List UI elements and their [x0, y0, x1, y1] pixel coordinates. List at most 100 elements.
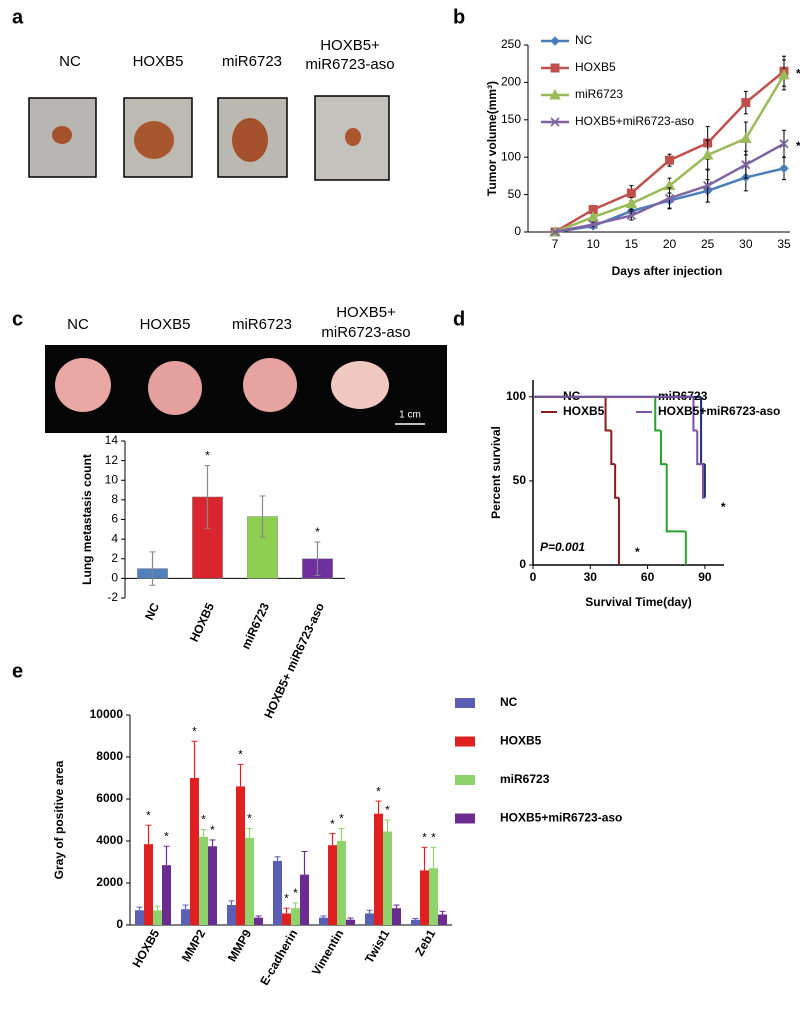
- significance-mark: *: [210, 823, 215, 837]
- image-label: HOXB5+: [336, 304, 396, 321]
- significance-mark: *: [330, 817, 335, 831]
- legend-swatch: [455, 698, 475, 708]
- legend-label: NC: [500, 695, 518, 709]
- bar: [190, 778, 199, 925]
- lung: [148, 361, 202, 415]
- survival-step: [610, 430, 616, 466]
- bar: [365, 913, 374, 925]
- marker: [664, 193, 675, 203]
- x-tick-label: HOXB5: [130, 927, 163, 970]
- significance-mark: *: [385, 803, 390, 817]
- marker: [625, 197, 638, 209]
- tumor: [134, 121, 174, 159]
- x-tick-label: 30: [584, 570, 598, 584]
- bar: [208, 846, 217, 925]
- bar: [420, 870, 429, 925]
- marker: [550, 227, 560, 237]
- bar: [236, 786, 245, 925]
- bar: [429, 868, 438, 925]
- x-tick-label: 35: [777, 237, 791, 251]
- marker: [626, 210, 636, 221]
- survival-step: [696, 430, 703, 466]
- significance-mark: *: [192, 724, 197, 738]
- bar: [337, 841, 346, 925]
- x-tick-label: E-cadherin: [257, 927, 300, 988]
- legend-label: HOXB5+miR6723-aso: [500, 811, 622, 825]
- y-tick-label: 100: [501, 149, 521, 163]
- x-tick-label: miR6723: [239, 600, 273, 651]
- marker: [701, 148, 714, 160]
- significance-mark: *: [247, 812, 252, 826]
- lung: [55, 358, 111, 412]
- image-label: miR6723: [222, 53, 282, 70]
- marker: [779, 139, 789, 149]
- survival-step: [604, 396, 612, 432]
- marker: [703, 180, 713, 191]
- x-tick-label: MMP2: [179, 927, 209, 964]
- significance-mark: *: [284, 891, 289, 905]
- y-tick-label: 10000: [90, 707, 124, 721]
- legend-label: HOXB5: [500, 734, 542, 748]
- x-tick-label: Vimentin: [309, 927, 346, 978]
- bar: [135, 910, 144, 925]
- bar: [162, 865, 171, 925]
- image-label: NC: [59, 53, 81, 70]
- bar: [300, 874, 309, 925]
- panel-letter: b: [453, 6, 465, 28]
- x-tick-label: 90: [698, 570, 712, 584]
- x-tick-label: HOXB5: [187, 600, 217, 644]
- panel-letter: d: [453, 308, 465, 330]
- bar: [273, 860, 282, 925]
- y-tick-label: 0: [514, 224, 521, 238]
- bar: [392, 908, 401, 925]
- panel-letter: e: [12, 660, 23, 682]
- marker: [741, 160, 751, 170]
- bar: [199, 836, 208, 925]
- marker: [588, 219, 598, 230]
- x-tick-label: 20: [663, 237, 677, 251]
- bar: [282, 913, 291, 925]
- x-tick-label: HOXB5+ miR6723-aso: [261, 601, 327, 721]
- x-tick-label: Twist1: [362, 927, 393, 966]
- bar: [328, 845, 337, 925]
- marker: [550, 117, 560, 127]
- significance-mark: *: [238, 748, 243, 762]
- bar: [245, 837, 254, 925]
- marker: [778, 68, 790, 80]
- survival-step: [701, 464, 705, 499]
- y-tick-label: 6000: [96, 791, 123, 805]
- image-label: miR6723-aso: [321, 324, 410, 341]
- y-tick-label: 0: [111, 571, 118, 585]
- marker: [779, 163, 789, 174]
- tumor: [345, 128, 361, 146]
- y-tick-label: 2000: [96, 875, 123, 889]
- y-tick-label: 100: [506, 389, 526, 403]
- legend-label: NC: [575, 33, 593, 47]
- legend-label: HOXB5+miR6723-aso: [575, 114, 694, 128]
- y-tick-label: 14: [105, 433, 119, 447]
- x-tick-label: 60: [641, 570, 655, 584]
- significance-mark: *: [635, 545, 640, 559]
- y-tick-label: 0: [519, 557, 526, 571]
- significance-mark: *: [339, 812, 344, 826]
- bar: [153, 910, 162, 925]
- y-tick-label: 6: [111, 512, 118, 526]
- legend-swatch: [455, 736, 475, 747]
- significance-mark: *: [376, 784, 381, 798]
- x-tick-label: 10: [586, 237, 600, 251]
- x-axis-title: Days after injection: [612, 264, 723, 278]
- panel-letter: a: [12, 6, 24, 28]
- lung: [331, 361, 389, 409]
- significance-mark: *: [796, 66, 800, 80]
- annotation: P=0.001: [540, 540, 585, 554]
- tumor-photos: [28, 95, 390, 181]
- survival-step: [692, 396, 698, 432]
- bar: [181, 909, 190, 925]
- significance-mark: *: [146, 808, 151, 822]
- y-tick-label: 4: [111, 531, 118, 545]
- significance-mark: *: [422, 830, 427, 844]
- y-tick-label: 4000: [96, 833, 123, 847]
- x-tick-label: 15: [625, 237, 639, 251]
- significance-mark: *: [431, 830, 436, 844]
